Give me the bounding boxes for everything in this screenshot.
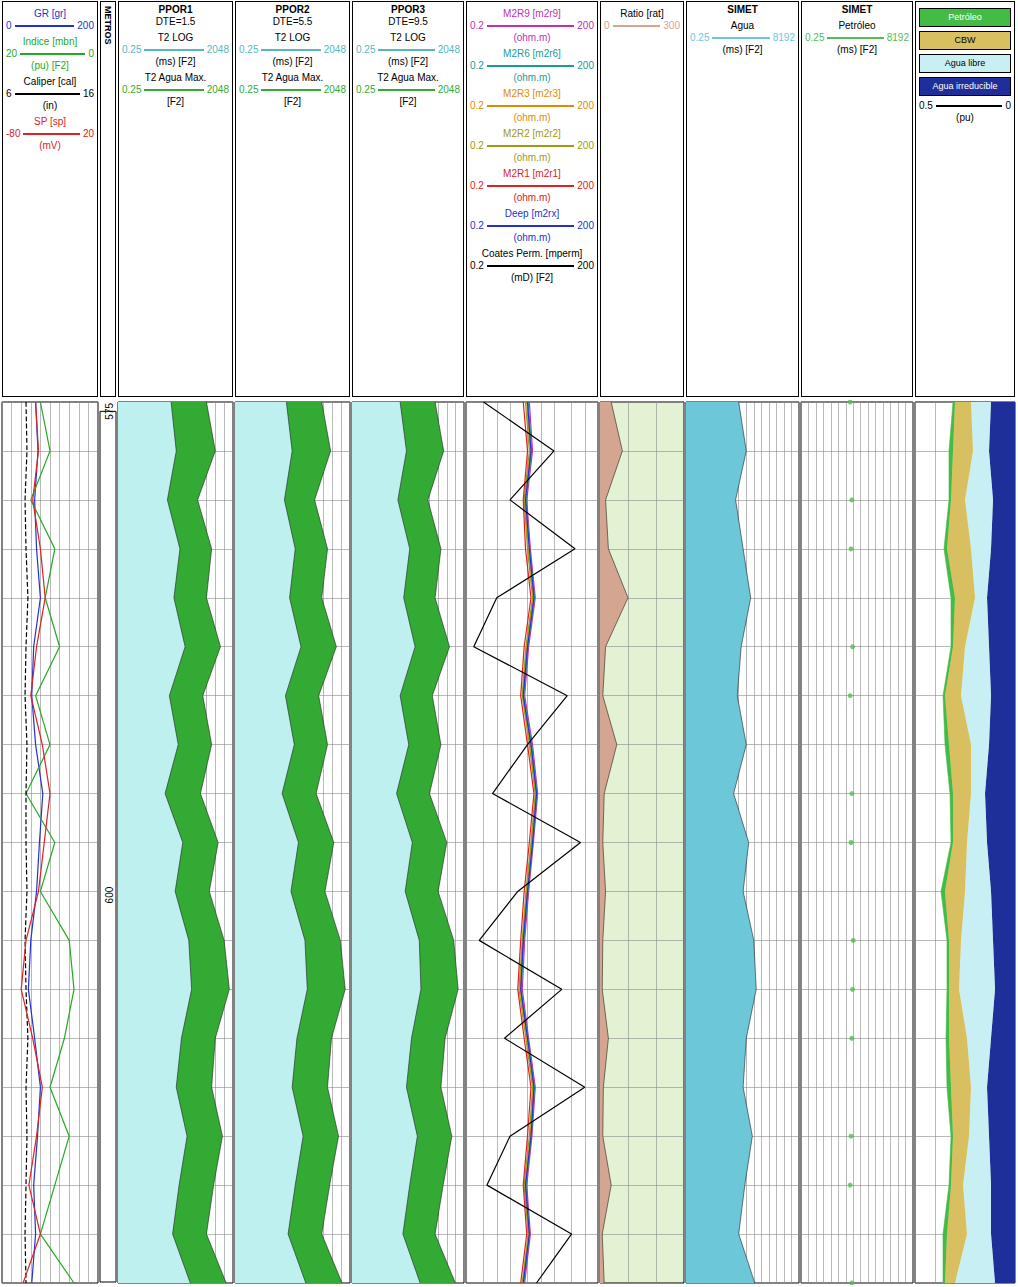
svg-text:575: 575 <box>104 403 115 420</box>
html-text:[F2]: [F2] <box>399 96 417 107</box>
html-text:(ms) [F2]: (ms) [F2] <box>837 44 877 55</box>
html-text:200: 200 <box>577 260 594 271</box>
html-text:(ohm.m): (ohm.m) <box>513 192 551 203</box>
html-text:DTE=1.5: DTE=1.5 <box>155 16 196 27</box>
html-text:0.5: 0.5 <box>919 100 933 111</box>
html-text:0: 0 <box>604 20 610 31</box>
html-text:300: 300 <box>663 20 680 31</box>
html-text:Petróleo: Petróleo <box>838 20 876 31</box>
html-text:Agua: Agua <box>730 20 755 31</box>
html-text:200: 200 <box>577 100 594 111</box>
html-text:0.25: 0.25 <box>122 84 142 95</box>
html-text:Indice [mbn]: Indice [mbn] <box>22 36 78 47</box>
html-text:PPOR1: PPOR1 <box>158 4 193 15</box>
html-text:M2R2 [m2r2]: M2R2 [m2r2] <box>503 128 561 139</box>
html-text:0.25: 0.25 <box>356 84 376 95</box>
html-text:0.2: 0.2 <box>470 140 484 151</box>
html-text:(ohm.m): (ohm.m) <box>513 152 551 163</box>
html-text:0.25: 0.25 <box>356 44 376 55</box>
html-text:CBW: CBW <box>954 35 976 45</box>
html-text:2048: 2048 <box>206 44 229 55</box>
html-text:200: 200 <box>577 20 594 31</box>
html-text:Petróleo: Petróleo <box>948 12 982 22</box>
html-text:SP [sp]: SP [sp] <box>34 116 66 127</box>
html-text:0.25: 0.25 <box>239 44 259 55</box>
html-text:0.2: 0.2 <box>470 100 484 111</box>
html-text:Agua libre: Agua libre <box>944 58 986 68</box>
html-text:Coates Perm. [mperm]: Coates Perm. [mperm] <box>481 248 583 259</box>
html-text:(pu): (pu) <box>956 112 974 123</box>
html-text:PPOR3: PPOR3 <box>391 4 425 15</box>
html-text:Deep [m2rx]: Deep [m2rx] <box>504 208 560 219</box>
html-text:16: 16 <box>82 88 94 99</box>
html-text:8192: 8192 <box>772 32 795 43</box>
html-text:(ohm.m): (ohm.m) <box>513 112 551 123</box>
html-text:6: 6 <box>6 88 12 99</box>
html-text:0.25: 0.25 <box>239 84 259 95</box>
html-text:T2 Agua Max.: T2 Agua Max. <box>144 72 207 83</box>
html-text:(ms) [F2]: (ms) [F2] <box>722 44 763 55</box>
html-text:M2R1 [m2r1]: M2R1 [m2r1] <box>503 168 561 179</box>
svg-text:600: 600 <box>104 886 115 903</box>
html-text:20: 20 <box>82 128 94 139</box>
html-text:20: 20 <box>6 48 18 59</box>
html-text:M2R6 [m2r6]: M2R6 [m2r6] <box>503 48 561 59</box>
html-text:200: 200 <box>577 60 594 71</box>
html-text:200: 200 <box>577 220 594 231</box>
html-text:Caliper [cal]: Caliper [cal] <box>23 76 77 87</box>
html-text:SIMET: SIMET <box>841 4 873 15</box>
html-text:M2R3 [m2r3]: M2R3 [m2r3] <box>503 88 561 99</box>
html-text:(ohm.m): (ohm.m) <box>513 232 551 243</box>
html-text:0.2: 0.2 <box>470 60 484 71</box>
html-text:GR [gr]: GR [gr] <box>33 8 67 19</box>
html-text:0: 0 <box>6 20 12 31</box>
html-text:200: 200 <box>577 180 594 191</box>
html-text:(ohm.m): (ohm.m) <box>513 32 551 43</box>
html-text:Ratio [rat]: Ratio [rat] <box>620 8 664 19</box>
html-text:0.2: 0.2 <box>470 180 484 191</box>
html-text:DTE=5.5: DTE=5.5 <box>272 16 313 27</box>
html-text:2048: 2048 <box>437 44 460 55</box>
html-text:(mV): (mV) <box>39 140 61 151</box>
html-text:(ms) [F2]: (ms) [F2] <box>272 56 313 67</box>
html-text:SIMET: SIMET <box>727 4 758 15</box>
html-text:M2R9 [m2r9]: M2R9 [m2r9] <box>503 8 561 19</box>
html-text:T2 LOG: T2 LOG <box>157 32 194 43</box>
html-text:PPOR2: PPOR2 <box>275 4 310 15</box>
html-text:(ms) [F2]: (ms) [F2] <box>155 56 196 67</box>
html-text:2048: 2048 <box>323 84 346 95</box>
html-text:T2 LOG: T2 LOG <box>390 32 426 43</box>
html-text:Agua irreducible: Agua irreducible <box>932 81 998 91</box>
html-text:0.25: 0.25 <box>805 32 825 43</box>
html-text:0.25: 0.25 <box>690 32 710 43</box>
html-text:0.2: 0.2 <box>470 20 484 31</box>
html-text:[F2]: [F2] <box>166 96 185 107</box>
html-text:[F2]: [F2] <box>283 96 302 107</box>
html-text:(ohm.m): (ohm.m) <box>513 72 551 83</box>
html-text:METROS: METROS <box>103 6 113 45</box>
html-text:(in): (in) <box>42 100 58 111</box>
html-text:-80: -80 <box>6 128 21 139</box>
html-text:200: 200 <box>77 20 94 31</box>
html-text:0.2: 0.2 <box>470 220 484 231</box>
html-text:2048: 2048 <box>437 84 460 95</box>
html-text:T2 LOG: T2 LOG <box>274 32 311 43</box>
html-text:DTE=9.5: DTE=9.5 <box>388 16 428 27</box>
html-text:8192: 8192 <box>886 32 909 43</box>
html-text:0.2: 0.2 <box>470 260 484 271</box>
html-text:0: 0 <box>1005 100 1011 111</box>
html-text:(mD) [F2]: (mD) [F2] <box>510 272 554 283</box>
html-text:2048: 2048 <box>206 84 229 95</box>
html-text:(pu) [F2]: (pu) [F2] <box>31 60 69 71</box>
html-text:T2 Agua Max.: T2 Agua Max. <box>377 72 439 83</box>
html-text:200: 200 <box>577 140 594 151</box>
html-text:T2 Agua Max.: T2 Agua Max. <box>261 72 324 83</box>
html-text:(ms) [F2]: (ms) [F2] <box>388 56 428 67</box>
html-text:0: 0 <box>88 48 94 59</box>
html-text:0.25: 0.25 <box>122 44 142 55</box>
html-text:2048: 2048 <box>323 44 346 55</box>
